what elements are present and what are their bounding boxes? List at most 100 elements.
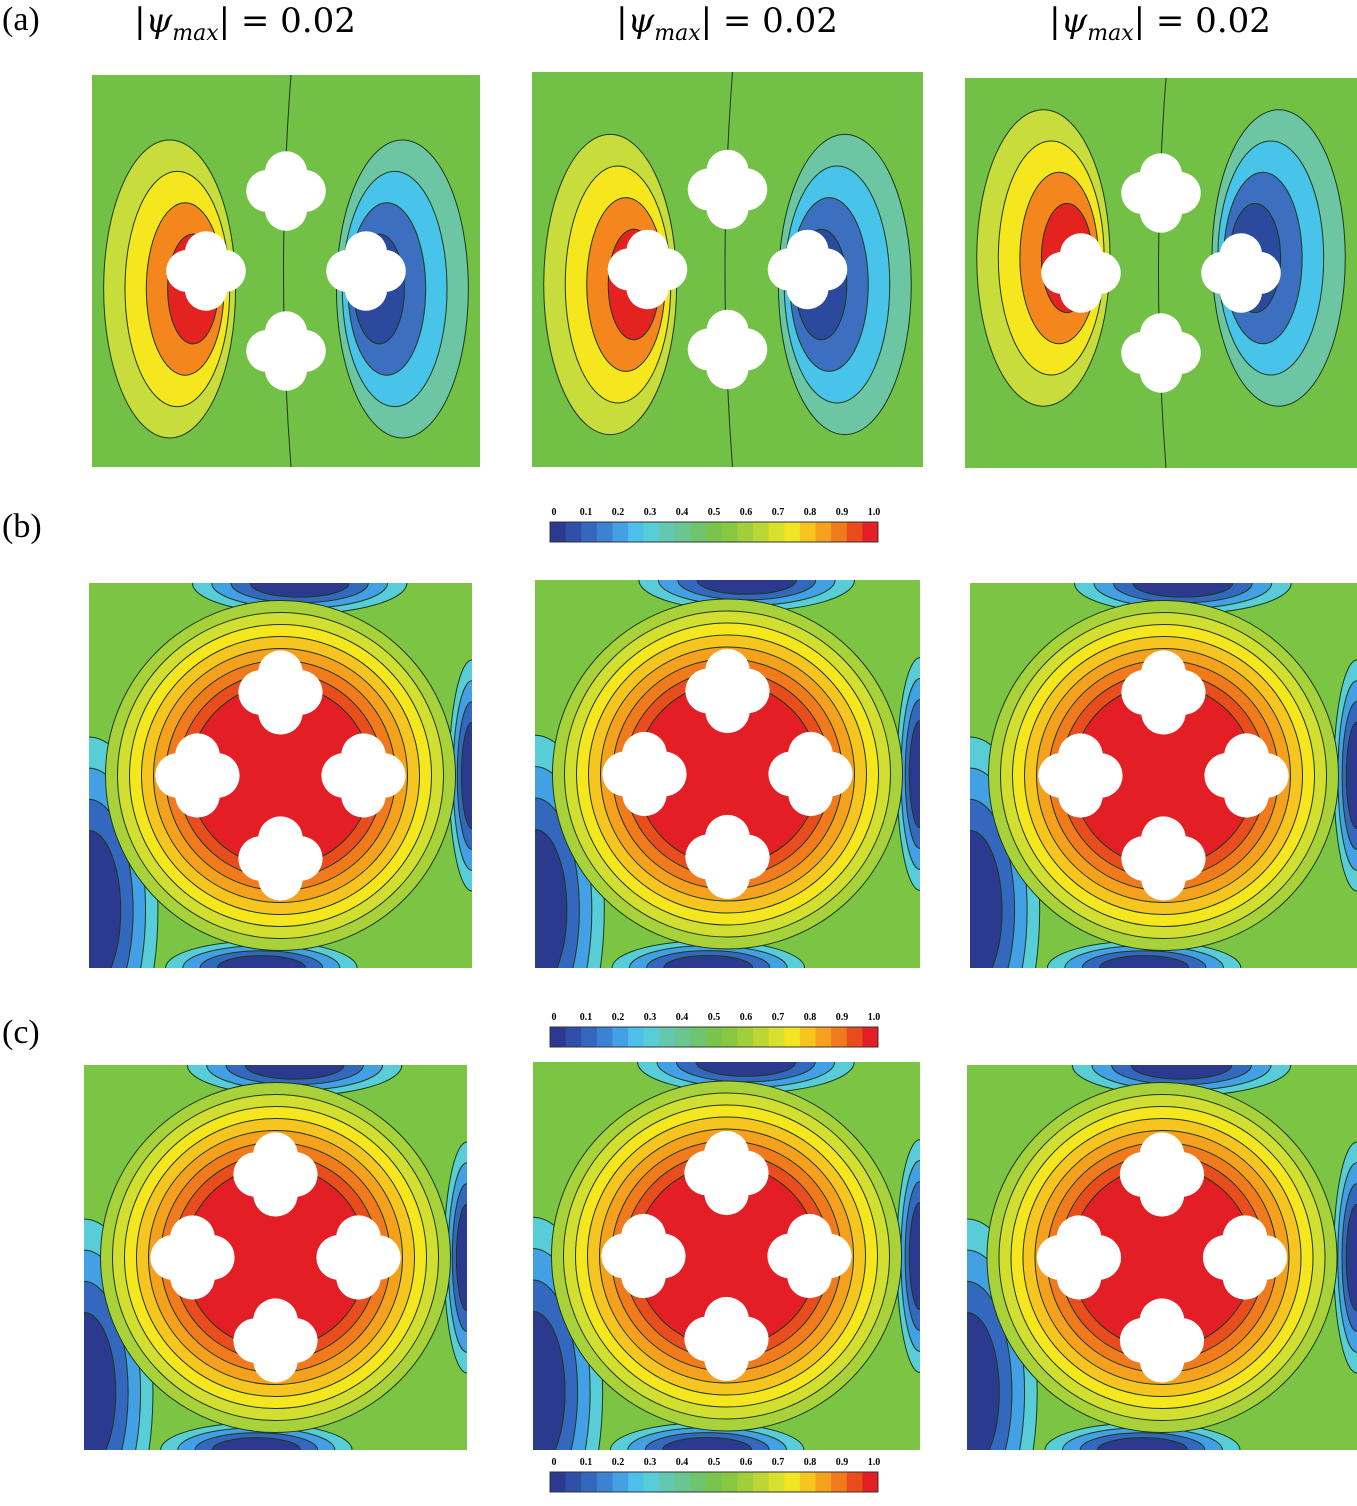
plot-body — [84, 1065, 467, 1450]
panel-label: (c) — [2, 1014, 40, 1051]
hot-core — [1077, 1172, 1247, 1343]
colorbar-swatch — [690, 522, 707, 542]
colorbar-swatch — [565, 1027, 582, 1047]
colorbar-tick-label: 0.1 — [580, 507, 593, 518]
colorbar-tick-label: 0.6 — [740, 1457, 753, 1468]
temperature-plot — [89, 583, 472, 968]
colorbar-tick-label: 0.3 — [644, 507, 657, 518]
plot-title: |ψmax| = 0.02 — [616, 1, 838, 46]
colorbar-tick-label: 0.4 — [676, 1012, 689, 1023]
colorbar-swatch — [799, 522, 817, 542]
colorbar-swatch — [862, 522, 879, 542]
colorbar-swatch — [643, 1027, 660, 1047]
obstacle — [253, 1152, 298, 1197]
colorbar-swatch — [831, 1027, 848, 1047]
obstacle — [184, 249, 228, 293]
colorbar-tick-label: 0.1 — [580, 1012, 593, 1023]
plot-title: |ψmax| = 0.02 — [1049, 1, 1271, 46]
colorbar-swatch — [799, 1472, 817, 1492]
obstacle — [341, 753, 386, 798]
temperature-plot — [533, 1062, 920, 1450]
colorbar-tick-label: 0.4 — [676, 1457, 689, 1468]
colorbar-swatch — [753, 1472, 770, 1492]
cold-region — [1097, 1437, 1188, 1450]
cold-region — [535, 829, 568, 968]
title-part: |ψ — [134, 1, 172, 41]
colorbar-swatch — [596, 1472, 613, 1492]
colorbar-tick-label: 0.8 — [804, 1457, 817, 1468]
cold-region — [1130, 1065, 1233, 1080]
colorbar-swatch — [815, 1472, 832, 1492]
contour-line — [283, 74, 292, 468]
colorbar-swatch — [706, 1472, 723, 1492]
colorbar-tick-label: 0.6 — [740, 1012, 753, 1023]
colorbar-tick-label: 0.7 — [772, 507, 785, 518]
colorbar-swatch — [721, 1027, 738, 1047]
colorbar-tick-label: 0.9 — [836, 507, 849, 518]
colorbar-tick-label: 0.3 — [644, 1457, 657, 1468]
cold-region — [89, 830, 122, 968]
obstacle — [622, 751, 667, 797]
colorbar-tick-label: 0.8 — [804, 507, 817, 518]
cold-region — [970, 830, 1003, 968]
colorbar-swatch — [550, 1472, 567, 1492]
colorbar-frame — [549, 1471, 879, 1493]
streamfunction-plot — [92, 74, 480, 468]
colorbar-swatch — [596, 1027, 613, 1047]
colorbar-swatch — [753, 522, 770, 542]
contour-line — [724, 71, 733, 468]
temperature-plot — [967, 1065, 1357, 1450]
colorbar-swatch — [737, 1472, 754, 1492]
plot-body — [967, 1065, 1357, 1450]
colorbar-swatch — [721, 522, 738, 542]
cold-region — [663, 955, 754, 968]
cold-region — [1132, 583, 1234, 598]
colorbar-tick-label: 0.3 — [644, 1012, 657, 1023]
colorbar-swatch — [612, 522, 629, 542]
cold-region — [249, 583, 350, 598]
cold-region — [211, 1437, 301, 1450]
cold-region — [244, 1065, 345, 1080]
colorbar-swatch — [550, 522, 567, 542]
hot-core — [195, 690, 366, 861]
colorbar-swatch — [581, 1027, 598, 1047]
obstacle — [706, 328, 749, 371]
obstacle — [170, 1235, 215, 1280]
colorbar-swatch — [753, 1027, 770, 1047]
obstacle — [1141, 836, 1186, 881]
colorbar-swatch — [831, 1472, 848, 1492]
colorbar-swatch — [706, 522, 723, 542]
colorbar-tick-label: 0.2 — [612, 507, 625, 518]
colorbar-tick-label: 0.8 — [804, 1012, 817, 1023]
obstacle — [1224, 753, 1269, 798]
title-part: |ψ — [1049, 1, 1087, 41]
obstacle — [1141, 670, 1186, 715]
colorbar-swatch — [643, 1472, 660, 1492]
colorbar-tick-label: 0.5 — [708, 1457, 721, 1468]
plot-title: |ψmax| = 0.02 — [134, 1, 356, 46]
obstacle — [1219, 251, 1263, 295]
obstacle — [1058, 753, 1103, 798]
obstacle — [626, 248, 669, 291]
title-part: max — [1087, 21, 1134, 46]
colorbar-tick-label: 0.4 — [676, 507, 689, 518]
colorbar-swatch — [846, 522, 863, 542]
cold-region — [695, 1062, 797, 1077]
hot-core — [1078, 690, 1249, 861]
cold-region — [1099, 955, 1190, 968]
colorbar: 0 0.1 0.2 0.3 0.4 0.5 0.6 0.7 0.8 0.9 1.0 — [549, 1457, 880, 1493]
title-part: | = 0.02 — [1134, 1, 1271, 41]
obstacle — [1059, 251, 1103, 295]
colorbar-tick-label: 0.7 — [772, 1457, 785, 1468]
colorbar-tick-label: 0.2 — [612, 1012, 625, 1023]
colorbar-tick-label: 0.9 — [836, 1012, 849, 1023]
cold-region — [1345, 721, 1357, 830]
colorbar-tick-label: 0.5 — [708, 507, 721, 518]
colorbar-swatch — [596, 522, 613, 542]
hot-core — [190, 1172, 361, 1343]
colorbar-swatch — [862, 1027, 879, 1047]
obstacle — [1139, 1318, 1185, 1363]
colorbar-swatch — [721, 1472, 738, 1492]
colorbar-swatch — [581, 1472, 598, 1492]
